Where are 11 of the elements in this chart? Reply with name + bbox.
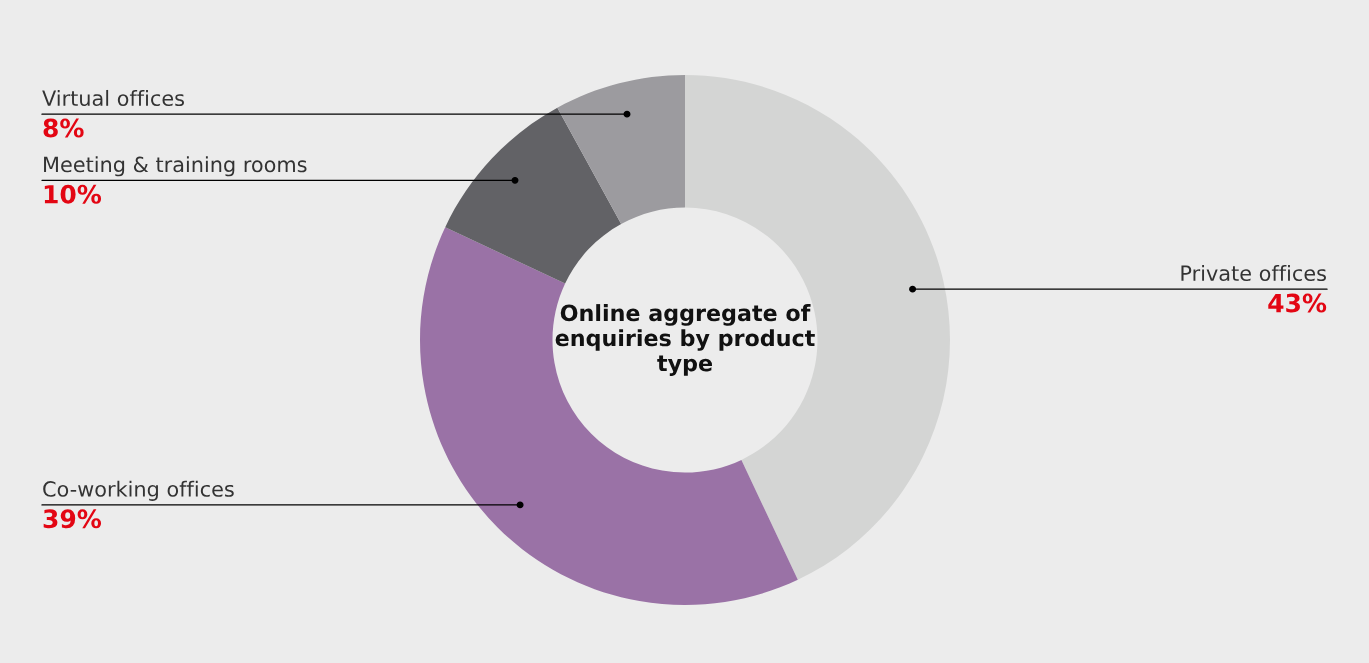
- data-label: 43%: [1268, 293, 1327, 313]
- data-label: 8%: [43, 118, 84, 138]
- data-label: 39%: [43, 509, 102, 529]
- slice-label: Co-working offices: [43, 480, 234, 501]
- slice-label: Meeting & training rooms: [44, 156, 307, 177]
- slice-label: Private offices: [1181, 264, 1326, 282]
- donut-slice: [557, 75, 685, 224]
- data-label: 10%: [44, 184, 102, 204]
- donut-slice: [445, 107, 622, 284]
- slice-label: Virtual offices: [42, 89, 184, 107]
- text: Online aggregate of enquiries by product type: [555, 304, 815, 376]
